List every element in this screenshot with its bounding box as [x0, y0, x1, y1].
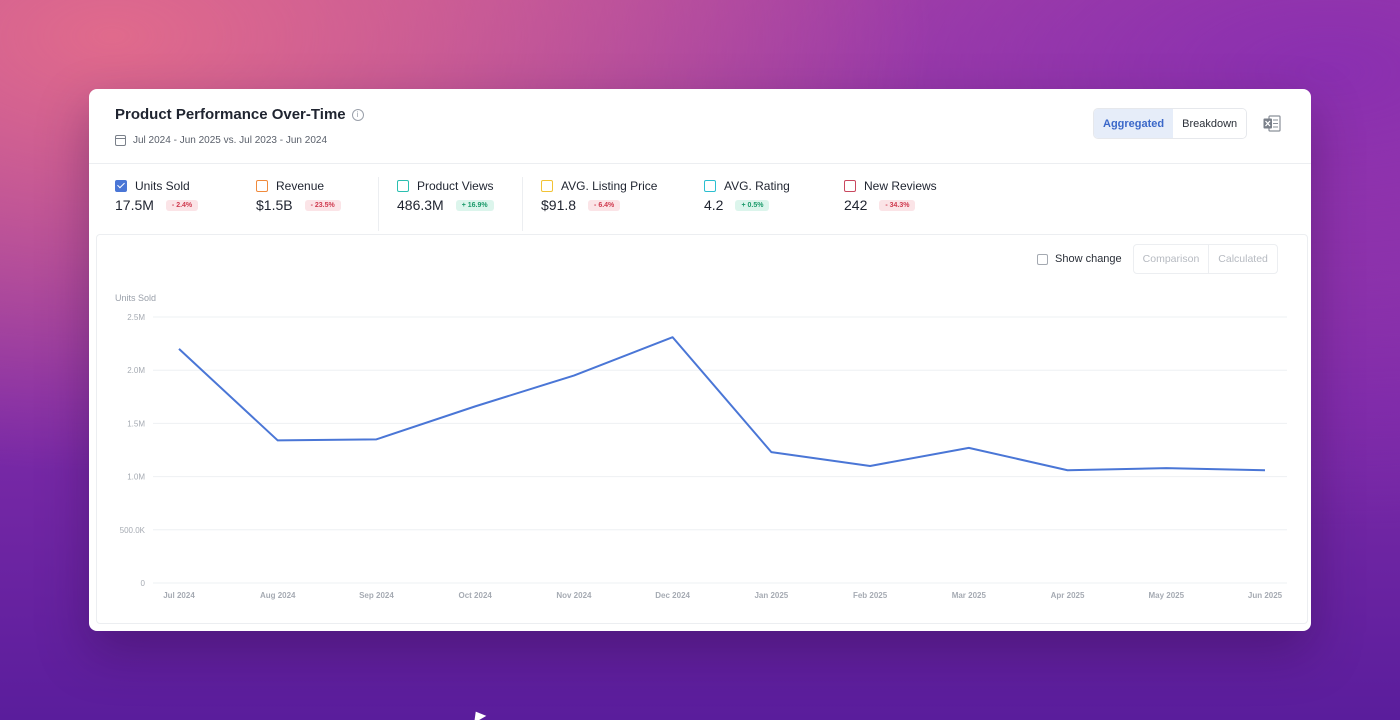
calculated-button[interactable]: Calculated	[1208, 245, 1277, 273]
x-tick-label: Dec 2024	[655, 591, 690, 600]
product-views-checkbox[interactable]	[397, 180, 409, 192]
metric-label: New Reviews	[864, 179, 937, 193]
calendar-icon	[115, 135, 126, 146]
metric-label: AVG. Listing Price	[561, 179, 658, 193]
title-row: Product Performance Over-Time i	[115, 106, 364, 123]
chart-panel	[96, 234, 1308, 624]
metric-label: Revenue	[276, 179, 325, 193]
y-axis-title: Units Sold	[115, 293, 156, 303]
change-badge: - 2.4%	[165, 199, 199, 211]
mode-segment: Comparison Calculated	[1132, 244, 1278, 274]
show-change-label: Show change	[1055, 253, 1122, 265]
x-tick-label: May 2025	[1148, 591, 1184, 600]
y-tick-label: 1.0M	[127, 473, 145, 482]
date-range[interactable]: Jul 2024 - Jun 2025 vs. Jul 2023 - Jun 2…	[115, 135, 327, 146]
x-tick-label: Feb 2025	[853, 591, 888, 600]
excel-export-icon[interactable]	[1263, 115, 1281, 132]
metric-value: $91.8	[541, 197, 577, 213]
metric-new-reviews[interactable]: New Reviews 242 - 34.3%	[844, 179, 937, 213]
metric-value: 4.2	[704, 197, 724, 213]
aggregated-toggle[interactable]: Aggregated	[1094, 109, 1174, 138]
avg-rating-checkbox[interactable]	[704, 180, 716, 192]
y-tick-label: 2.0M	[127, 366, 145, 375]
change-badge: + 0.5%	[735, 199, 770, 211]
metric-product-views[interactable]: Product Views 486.3M + 16.9%	[397, 179, 494, 213]
metric-separator	[522, 177, 523, 231]
performance-card: Product Performance Over-Time i Jul 2024…	[89, 89, 1311, 631]
info-icon[interactable]: i	[351, 108, 364, 121]
metric-value: 242	[844, 197, 868, 213]
metric-value: 17.5M	[115, 197, 154, 213]
x-tick-label: Nov 2024	[556, 591, 592, 600]
units-sold-checkbox[interactable]	[115, 180, 127, 192]
metric-label: AVG. Rating	[724, 179, 790, 193]
y-tick-label: 1.5M	[127, 419, 145, 428]
breakdown-toggle[interactable]: Breakdown	[1173, 109, 1247, 138]
metric-label: Product Views	[417, 179, 494, 193]
metric-label: Units Sold	[135, 179, 190, 193]
x-tick-label: Sep 2024	[359, 591, 394, 600]
x-tick-label: Oct 2024	[459, 591, 493, 600]
x-tick-label: Jul 2024	[163, 591, 195, 600]
metric-units-sold[interactable]: Units Sold 17.5M - 2.4%	[115, 179, 199, 213]
series-line	[178, 336, 1266, 472]
metric-value: 486.3M	[397, 197, 444, 213]
comparison-button[interactable]: Comparison	[1142, 253, 1200, 265]
change-badge: - 34.3%	[879, 199, 916, 211]
y-tick-label: 2.5M	[127, 313, 145, 322]
metric-avg-listing-price[interactable]: AVG. Listing Price $91.8 - 6.4%	[541, 179, 657, 213]
header-divider	[89, 163, 1311, 164]
mouse-cursor	[469, 708, 487, 720]
x-tick-label: Jan 2025	[754, 591, 788, 600]
show-change-checkbox[interactable]	[1037, 253, 1048, 265]
show-change-toggle[interactable]: Show change	[1037, 253, 1122, 265]
chart-controls: Show change Comparison Calculated	[1037, 244, 1278, 274]
y-tick-label: 0	[141, 579, 146, 588]
date-range-label: Jul 2024 - Jun 2025 vs. Jul 2023 - Jun 2…	[133, 135, 328, 146]
x-tick-label: Apr 2025	[1051, 591, 1085, 600]
change-badge: - 23.5%	[304, 199, 341, 211]
change-badge: + 16.9%	[455, 199, 494, 211]
new-reviews-checkbox[interactable]	[844, 180, 856, 192]
line-chart: Units Sold 0 500.0K 1.0M 1.5M 2.0M 2.5M Jul 202…	[115, 293, 1287, 600]
change-badge: - 6.4%	[588, 199, 621, 211]
view-toggle: Aggregated Breakdown	[1093, 108, 1248, 139]
metric-value: $1.5B	[256, 197, 293, 213]
x-tick-label: Mar 2025	[952, 591, 987, 600]
x-tick-label: Jun 2025	[1248, 591, 1283, 600]
metric-separator	[378, 177, 379, 231]
metric-revenue[interactable]: Revenue $1.5B - 23.5%	[256, 179, 341, 213]
revenue-checkbox[interactable]	[256, 180, 268, 192]
y-tick-label: 500.0K	[120, 526, 146, 535]
metric-avg-rating[interactable]: AVG. Rating 4.2 + 0.5%	[704, 179, 790, 213]
x-tick-label: Aug 2024	[260, 591, 296, 600]
avg-listing-price-checkbox[interactable]	[541, 180, 553, 192]
card-title: Product Performance Over-Time	[115, 106, 346, 123]
